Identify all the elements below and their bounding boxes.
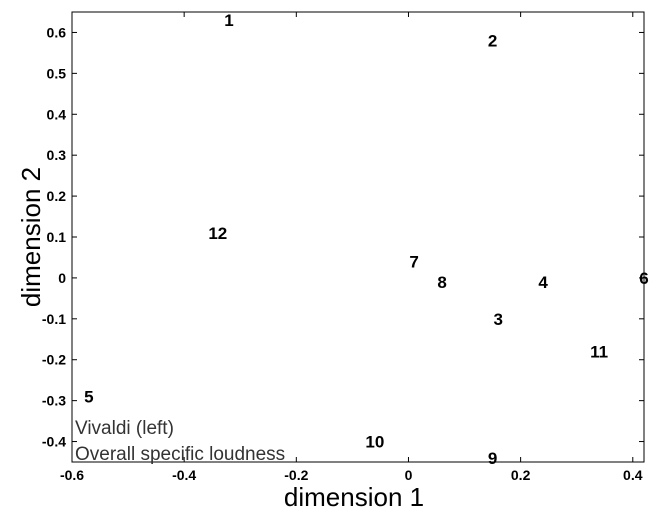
x-tick-label: 0: [405, 467, 413, 483]
annotation-line-2: Overall specific loudness: [75, 444, 285, 465]
y-tick-label: 0.6: [47, 24, 67, 40]
point-label: 5: [84, 388, 93, 407]
y-tick-label: -0.4: [42, 434, 66, 450]
x-tick-label: -0.4: [172, 467, 196, 483]
point-label: 2: [488, 32, 497, 51]
y-ticks: 0.6 0.5 0.4 0.3 0.2 0.1 0 -0.1 -0.2 -0.3 -0.4: [42, 24, 644, 450]
plot-area: [71, 11, 645, 463]
y-tick-label: -0.2: [42, 352, 66, 368]
point-label: 4: [538, 273, 548, 292]
point-label: 8: [437, 273, 446, 292]
y-tick-label: -0.3: [42, 393, 66, 409]
x-tick-label: -0.6: [60, 467, 84, 483]
y-axis-label: dimension 2: [16, 167, 46, 307]
point-label: 9: [488, 449, 497, 468]
y-tick-label: 0.5: [47, 65, 67, 81]
y-tick-label: 0.3: [47, 147, 67, 163]
point-label: 6: [639, 269, 648, 288]
point-label: 3: [493, 310, 502, 329]
x-tick-label: 0.4: [623, 467, 643, 483]
x-ticks: -0.6 -0.4 -0.2 0 0.2 0.4: [60, 12, 643, 483]
x-tick-label: 0.2: [511, 467, 531, 483]
point-label: 10: [365, 433, 384, 452]
x-axis-label: dimension 1: [284, 482, 424, 512]
point-label: 7: [409, 253, 418, 272]
y-tick-label: 0.2: [47, 188, 67, 204]
y-tick-label: 0: [58, 270, 66, 286]
point-label: 12: [208, 224, 227, 243]
y-tick-label: -0.1: [42, 311, 66, 327]
point-label: 1: [224, 11, 233, 30]
annotation-line-1: Vivaldi (left): [75, 418, 174, 439]
point-label: 11: [590, 343, 608, 362]
y-tick-label: 0.4: [47, 106, 67, 122]
y-tick-label: 0.1: [47, 229, 67, 245]
x-tick-label: -0.2: [284, 467, 308, 483]
